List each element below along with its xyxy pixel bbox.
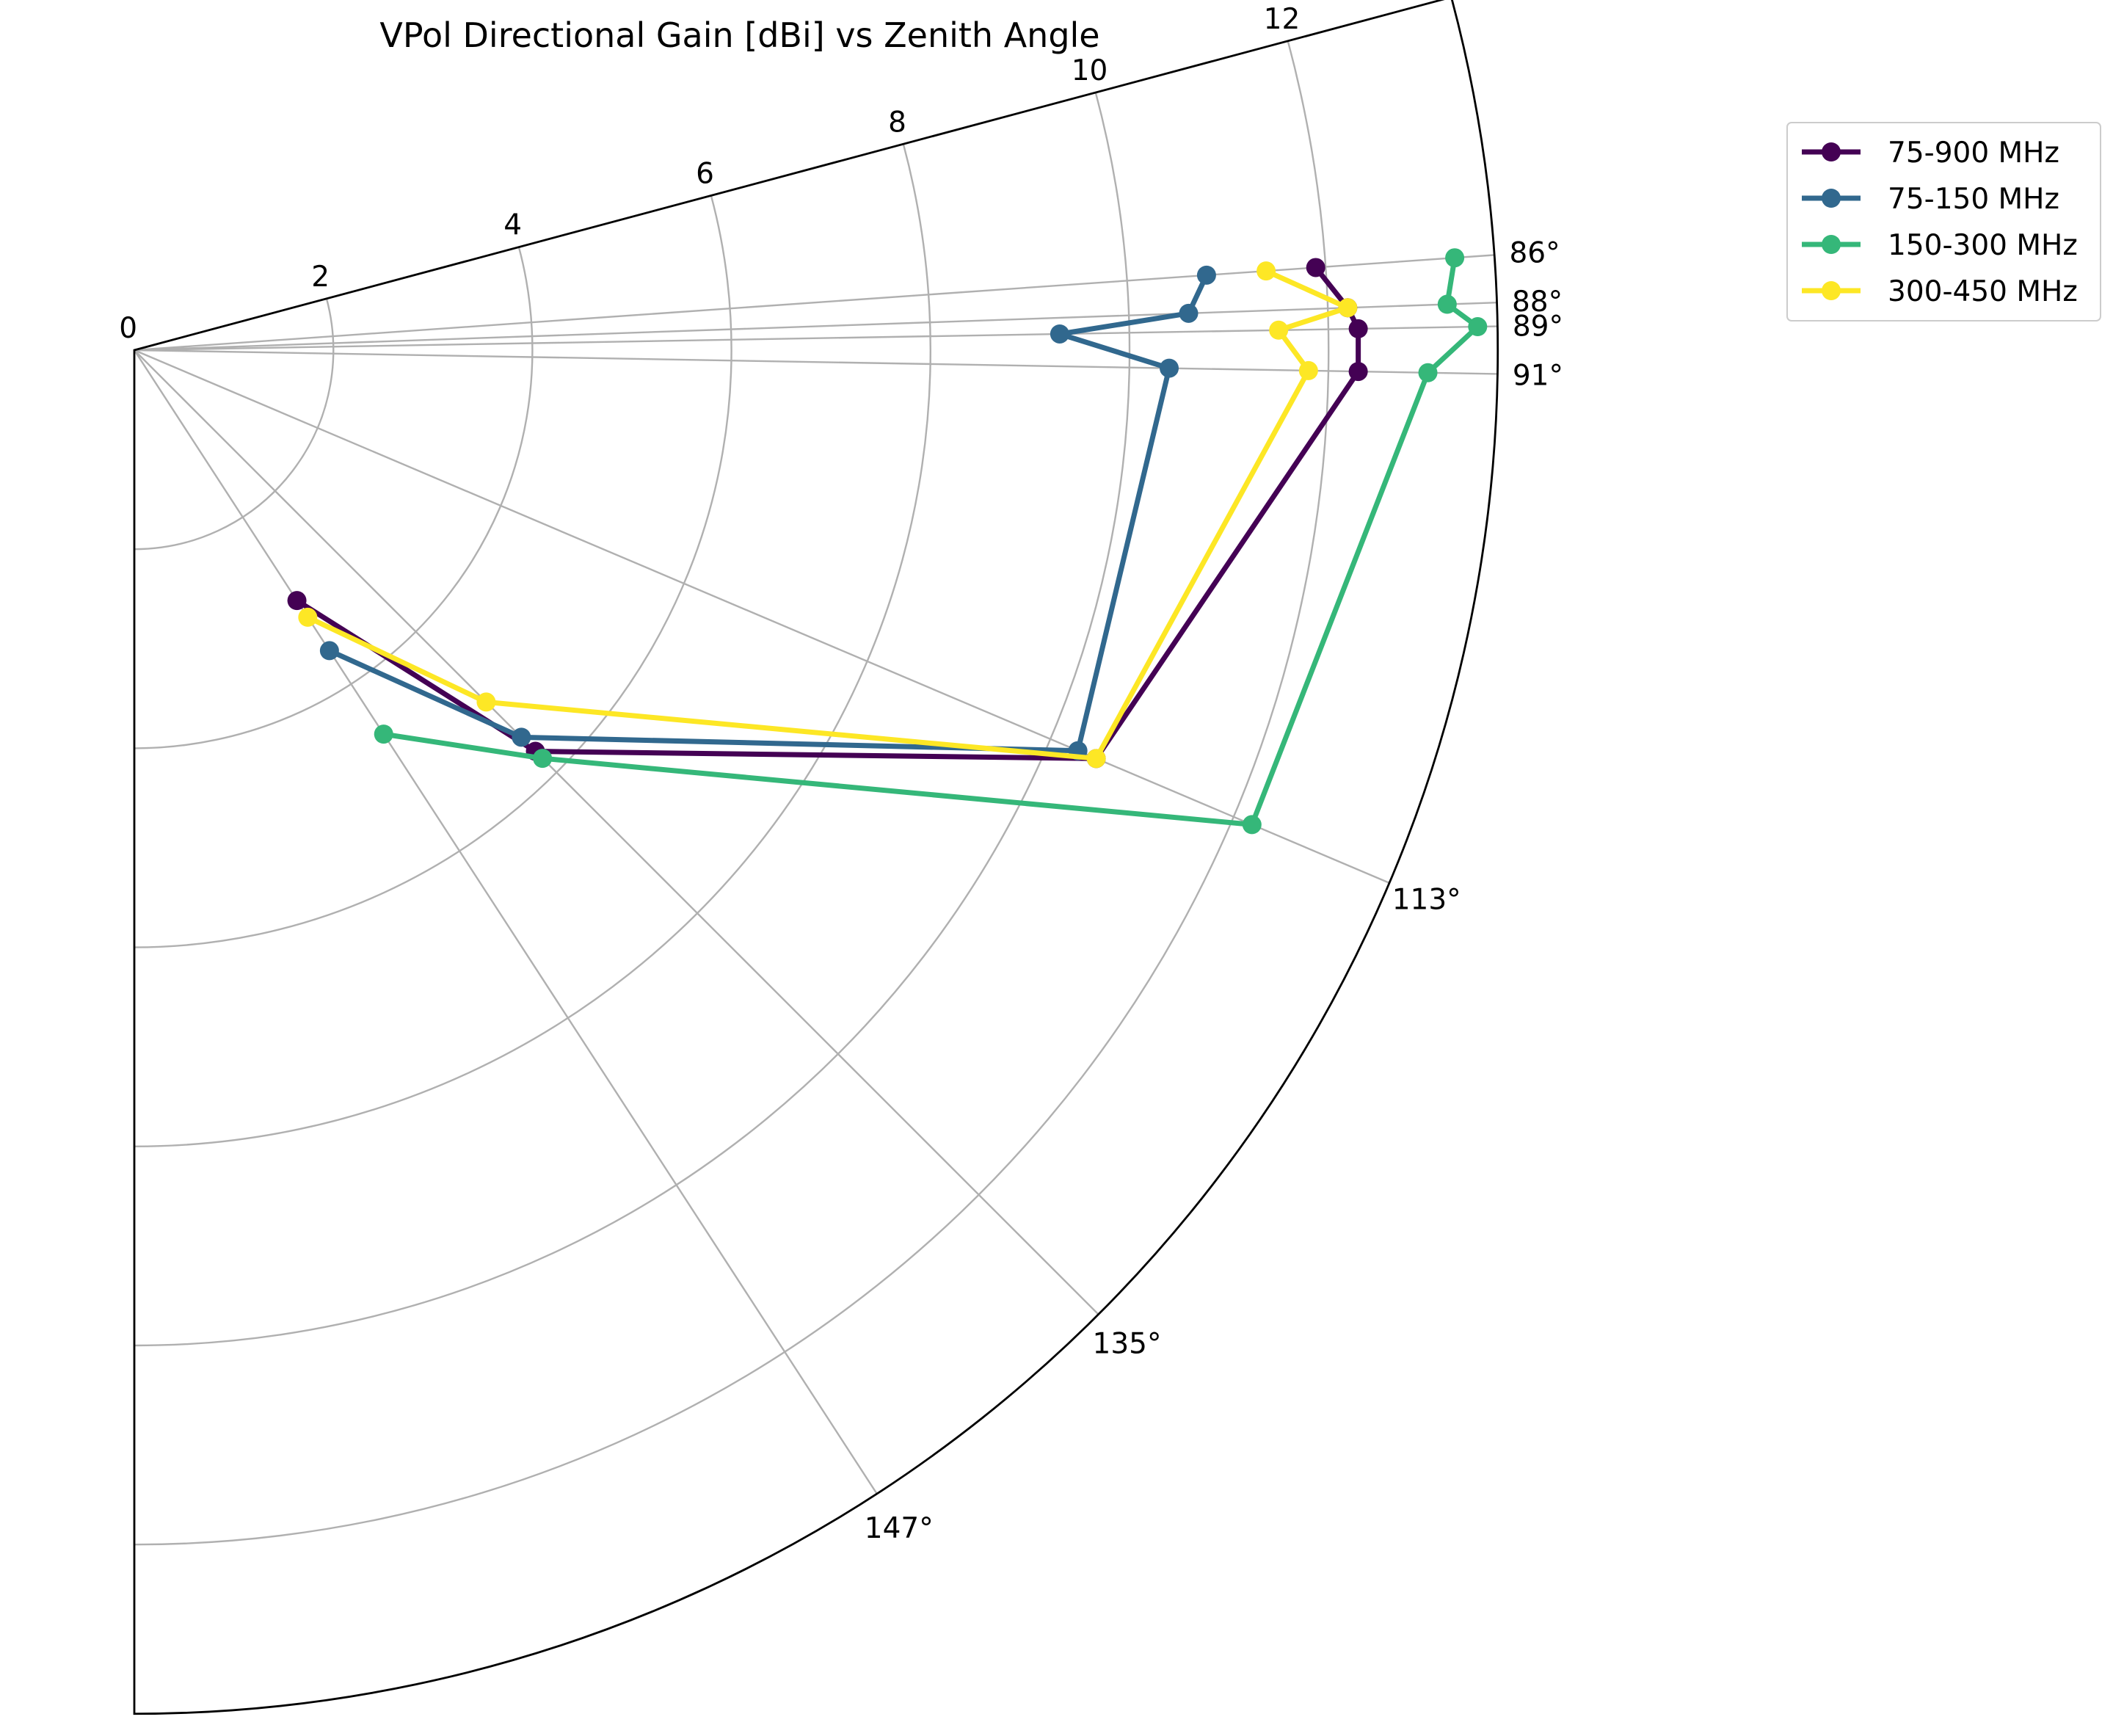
chart-title: VPol Directional Gain [dBi] vs Zenith An… (379, 15, 1099, 55)
angle-grid-line-88 (134, 301, 1497, 352)
radial-tick-label: 0 (119, 312, 137, 345)
data-point (374, 724, 393, 744)
data-point (287, 591, 307, 611)
legend-label: 75-900 MHz (1888, 137, 2059, 170)
angle-tick-label: 86° (1509, 237, 1560, 270)
series-1 (319, 265, 1216, 760)
data-point (1338, 298, 1358, 318)
data-point (1256, 261, 1276, 281)
legend-marker (1822, 235, 1841, 254)
data-point (1050, 324, 1069, 344)
angle-tick-labels: 86° 88°89° 91° 113° 135° 147° (865, 237, 1563, 1546)
data-point (1179, 303, 1199, 323)
data-point (1298, 360, 1318, 380)
radial-tick-label: 2 (311, 261, 330, 294)
polar-spines (133, 0, 1499, 1715)
angle-tick-label: 91° (1513, 359, 1563, 392)
series-line (295, 266, 1361, 761)
data-point (1348, 319, 1368, 338)
radial-grid-circle-6 (134, 195, 732, 948)
data-point (1242, 815, 1262, 835)
legend-marker (1822, 189, 1841, 208)
radial-grid-circle-4 (134, 247, 534, 749)
angle-tick-label: 147° (865, 1512, 934, 1545)
radial-tick-labels: 0 2 4 6 8 10 12 (119, 3, 1300, 345)
series-lines (287, 248, 1488, 835)
legend-marker (1822, 281, 1841, 300)
data-point (476, 692, 496, 712)
series-line (328, 274, 1210, 754)
legend-item: 150-300 MHz (1802, 229, 2078, 262)
radial-tick-label: 4 (503, 209, 522, 242)
legend-label: 150-300 MHz (1888, 229, 2078, 262)
legend-item: 75-150 MHz (1802, 183, 2059, 216)
series-0 (287, 258, 1368, 769)
angle-grid-line-147 (133, 349, 878, 1495)
radial-tick-label: 12 (1264, 3, 1301, 36)
data-point (1196, 265, 1216, 285)
angle-tick-label: 88° (1512, 286, 1563, 319)
radial-tick-label: 8 (888, 106, 906, 139)
data-point (1468, 317, 1488, 337)
data-point (319, 641, 339, 661)
angle-grid-line-113 (134, 349, 1390, 884)
radial-grid-circle-2 (134, 298, 335, 551)
radial-tick-label: 6 (696, 158, 714, 191)
wedge-spine (133, 0, 1499, 1715)
legend-item: 300-450 MHz (1802, 275, 2078, 308)
angle-tick-label: 89° (1513, 310, 1563, 344)
legend-frame (1786, 122, 2101, 322)
series-2 (374, 248, 1488, 835)
legend-item: 75-900 MHz (1802, 137, 2059, 170)
data-point (1437, 294, 1457, 314)
angle-tick-label: 113° (1392, 883, 1461, 916)
angle-grid-line-135 (134, 349, 1099, 1315)
data-point (1306, 258, 1325, 277)
data-point (533, 749, 553, 769)
data-point (1348, 362, 1368, 382)
legend-label: 75-150 MHz (1888, 183, 2059, 216)
legend-label: 300-450 MHz (1888, 275, 2078, 308)
data-point (1418, 363, 1438, 382)
data-point (1269, 320, 1289, 340)
polar-grid (133, 40, 1498, 1546)
angle-grid-line-86 (134, 254, 1495, 352)
series-3 (298, 261, 1358, 769)
radial-grid-circle-12 (134, 40, 1330, 1546)
data-point (512, 727, 531, 747)
data-point (1160, 358, 1179, 378)
angle-grid-line-91 (134, 349, 1498, 375)
legend: 75-900 MHz 75-150 MHz 150-300 MHz 300-450 M… (1786, 122, 2101, 322)
data-point (1445, 248, 1465, 268)
radial-grid-circle-10 (134, 92, 1131, 1347)
data-point (298, 607, 318, 627)
data-point (1086, 749, 1106, 769)
radial-tick-label: 10 (1072, 54, 1108, 87)
angle-tick-label: 135° (1093, 1327, 1162, 1360)
legend-marker (1822, 142, 1841, 161)
radial-grid-circle-8 (134, 143, 931, 1147)
